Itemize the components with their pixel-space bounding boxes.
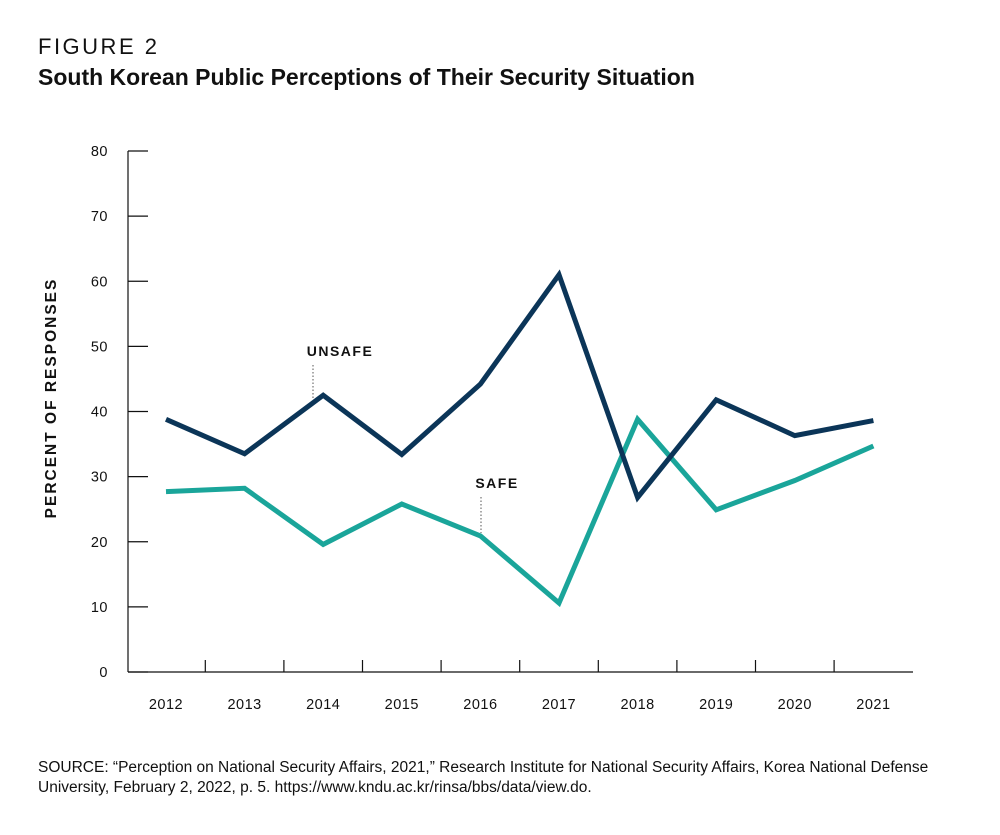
x-tick-label: 2015 bbox=[385, 697, 419, 713]
x-tick-label: 2016 bbox=[463, 697, 497, 713]
y-axis-label: PERCENT OF RESPONSES bbox=[43, 278, 60, 519]
x-tick-label: 2018 bbox=[620, 697, 654, 713]
y-tick-label: 10 bbox=[91, 600, 108, 616]
axes: 0 10 20 30 40 50 60 70 80 2012 2013 2014 2015 2016 201… bbox=[43, 144, 913, 713]
y-tick-label: 0 bbox=[99, 665, 108, 681]
figure-label: FIGURE 2 bbox=[38, 34, 160, 59]
x-tick-label: 2012 bbox=[149, 697, 183, 713]
y-tick-label: 30 bbox=[91, 470, 108, 486]
y-tick-label: 20 bbox=[91, 535, 108, 551]
x-tick-label: 2013 bbox=[227, 697, 261, 713]
series-layer bbox=[164, 269, 875, 608]
x-tick-label: 2014 bbox=[306, 697, 340, 713]
x-tick-label: 2019 bbox=[699, 697, 733, 713]
annotation-label-safe: SAFE bbox=[475, 475, 518, 491]
chart-title: South Korean Public Perceptions of Their… bbox=[38, 64, 695, 90]
y-tick-label: 70 bbox=[91, 209, 108, 225]
x-tick-label: 2017 bbox=[542, 697, 576, 713]
annotations: UNSAFE SAFE bbox=[307, 343, 518, 533]
x-tick-label: 2021 bbox=[856, 697, 890, 713]
x-tick-label: 2020 bbox=[778, 697, 812, 713]
y-tick-label: 50 bbox=[91, 339, 108, 355]
source-note: SOURCE: “Perception on National Security… bbox=[38, 759, 929, 796]
series-line-unsafe bbox=[164, 269, 874, 503]
y-tick-label: 60 bbox=[91, 274, 108, 290]
y-tick-label: 80 bbox=[91, 144, 108, 160]
annotation-label-unsafe: UNSAFE bbox=[307, 343, 374, 359]
y-tick-label: 40 bbox=[91, 405, 108, 421]
series-line-safe bbox=[165, 414, 875, 608]
